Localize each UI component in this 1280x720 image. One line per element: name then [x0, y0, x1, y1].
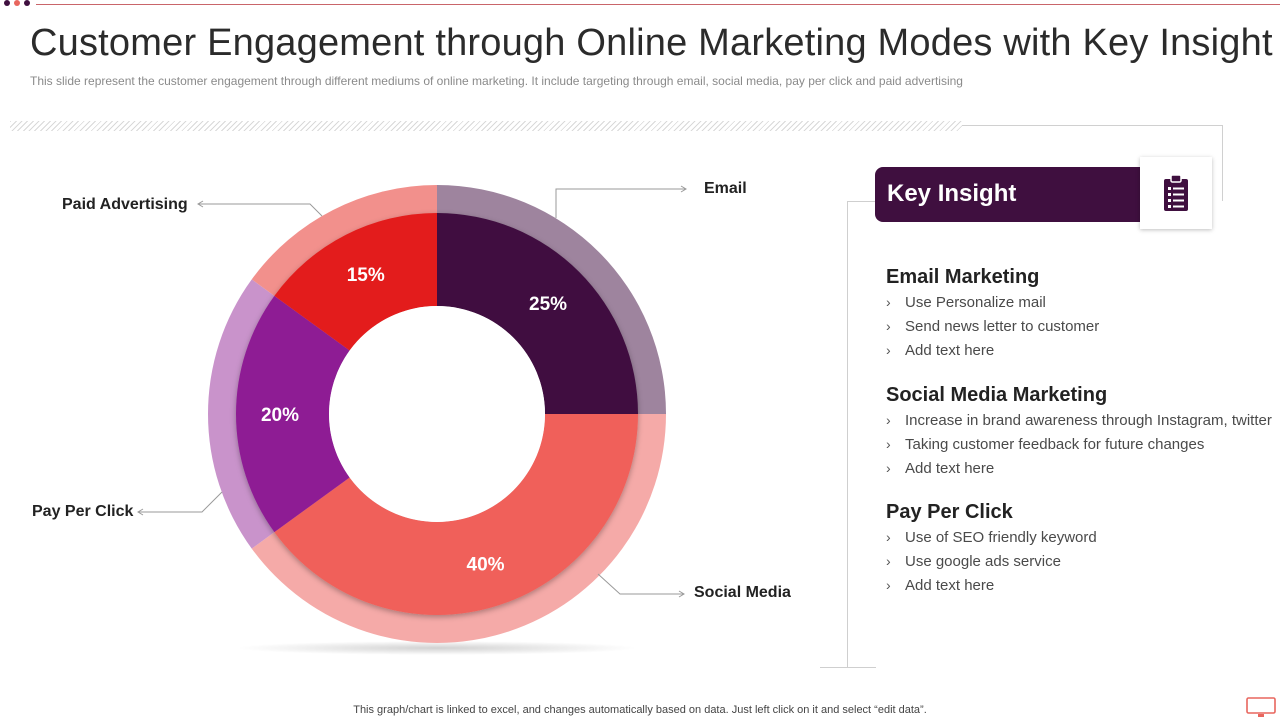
dot-1: [4, 0, 10, 6]
leader-paid-advertising-arrowhead: [197, 200, 204, 208]
percent-label-email: 25%: [529, 294, 567, 315]
leader-social-media-arrowhead: [678, 590, 685, 598]
list-item: › Use of SEO friendly keyword: [886, 529, 1097, 553]
insight-connector-top: [847, 201, 877, 202]
outer-ring-social-media[interactable]: [251, 414, 666, 643]
leader-pay-per-click-arrowhead: [137, 508, 144, 516]
chevron-right-icon: ›: [886, 460, 891, 476]
key-insight-header: Key Insight: [875, 167, 1175, 222]
insight-section-social-media: Social Media Marketing › Increase in bran…: [886, 384, 1272, 484]
chevron-right-icon: ›: [886, 318, 891, 334]
hatch-divider: [10, 121, 962, 131]
percent-labels-group: 25% 40% 20% 15%: [261, 265, 567, 575]
section-title: Pay Per Click: [886, 501, 1013, 523]
section-title: Social Media Marketing: [886, 384, 1108, 406]
page-subtitle: This slide represent the customer engage…: [30, 74, 963, 88]
slice-email[interactable]: [437, 213, 638, 414]
section-title: Email Marketing: [886, 266, 1040, 288]
list-item: › Add text here: [886, 342, 1099, 366]
outer-ring-group: [208, 185, 666, 643]
callout-email: Email: [704, 180, 747, 197]
donut-hole: [329, 306, 545, 522]
window-dots: [4, 0, 30, 8]
percent-label-social-media: 40%: [467, 554, 505, 575]
list-item: › Taking customer feedback for future cha…: [886, 436, 1272, 460]
percent-label-paid-advertising: 15%: [347, 265, 385, 286]
leader-paid-advertising: [198, 203, 323, 217]
top-divider: [36, 4, 1280, 5]
outer-ring-paid-advertising[interactable]: [251, 185, 437, 297]
outer-ring-email[interactable]: [437, 185, 666, 414]
hatch-connector: [962, 125, 1222, 126]
callout-pay-per-click: Pay Per Click: [32, 503, 134, 520]
leader-social-media: [597, 573, 684, 595]
list-item: › Use Personalize mail: [886, 294, 1099, 318]
outer-ring-pay-per-click[interactable]: [208, 279, 276, 549]
leader-pay-per-click: [138, 491, 223, 513]
list-item: › Use google ads service: [886, 553, 1097, 577]
dot-3: [24, 0, 30, 6]
callout-social-media: Social Media: [694, 584, 791, 601]
list-item: › Add text here: [886, 577, 1097, 601]
insight-section-pay-per-click: Pay Per Click › Use of SEO friendly keywo…: [886, 501, 1097, 601]
chevron-right-icon: ›: [886, 529, 891, 545]
insight-connector-bottom: [820, 667, 876, 668]
clipboard-icon: [1164, 174, 1188, 211]
chevron-right-icon: ›: [886, 436, 891, 452]
slice-paid-advertising[interactable]: [274, 213, 437, 351]
slice-pay-per-click[interactable]: [235, 295, 350, 533]
footer-note: This graph/chart is linked to excel, and…: [353, 704, 927, 716]
hatch-connector-vertical: [1222, 125, 1223, 201]
chevron-right-icon: ›: [886, 294, 891, 310]
inner-ring-group: [235, 213, 638, 615]
percent-label-pay-per-click: 20%: [261, 405, 299, 426]
key-insight-icon-box: [1140, 157, 1212, 229]
page-title: Customer Engagement through Online Marke…: [30, 22, 1273, 64]
chart-floor-shadow: [237, 641, 637, 655]
chevron-right-icon: ›: [886, 577, 891, 593]
list-item: › Send news letter to customer: [886, 318, 1099, 342]
monitor-icon[interactable]: [1246, 697, 1276, 719]
callout-paid-advertising: Paid Advertising: [62, 196, 188, 213]
leader-email: [555, 188, 686, 218]
list-item: › Increase in brand awareness through Ins…: [886, 412, 1272, 436]
list-item: › Add text here: [886, 460, 1272, 484]
insight-section-email: Email Marketing › Use Personalize mail › S…: [886, 266, 1099, 366]
dot-2: [14, 0, 20, 6]
leader-email-arrowhead: [680, 185, 687, 193]
chevron-right-icon: ›: [886, 412, 891, 428]
chevron-right-icon: ›: [886, 553, 891, 569]
slice-social-media[interactable]: [274, 414, 638, 615]
chevron-right-icon: ›: [886, 342, 891, 358]
insight-connector: [847, 201, 848, 667]
leader-lines-group: [137, 185, 687, 598]
